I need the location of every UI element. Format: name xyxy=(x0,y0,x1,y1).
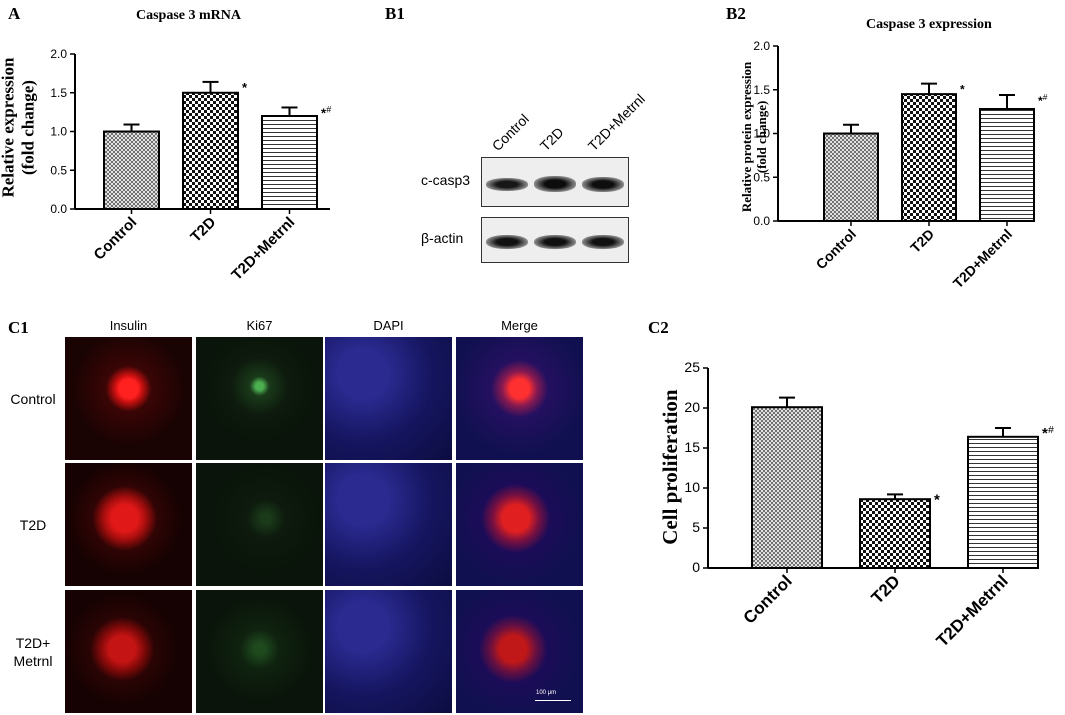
y-tick-label: 2.0 xyxy=(753,39,770,53)
blot-band xyxy=(582,176,624,192)
significance-mark: * xyxy=(960,83,965,97)
y-tick-label: 15 xyxy=(684,439,700,455)
micrograph-dapi xyxy=(325,590,452,713)
y-tick-label: 0 xyxy=(692,559,700,575)
blot-band xyxy=(534,234,576,250)
bar-t2d-metrnl xyxy=(979,108,1035,222)
bar-t2d xyxy=(901,93,957,222)
panel-label-c2: C2 xyxy=(648,318,669,337)
y-tick-label: 5 xyxy=(692,519,700,535)
micrograph-ki67 xyxy=(196,463,323,586)
blot-band xyxy=(486,234,528,250)
bar-control xyxy=(751,406,823,570)
chart-a-title: Caspase 3 mRNA xyxy=(136,8,241,23)
blot-row-label: β-actin xyxy=(421,230,464,246)
panel-label-b2: B2 xyxy=(726,4,746,23)
y-tick-label: 1.5 xyxy=(753,83,770,97)
panel-label-a: A xyxy=(8,4,21,23)
micrograph-dapi xyxy=(325,337,452,460)
y-tick-label: 0.5 xyxy=(753,170,770,184)
microscopy-row-label: T2D+ Metrnl xyxy=(4,634,62,672)
chart-c2: 0 5 10 15 20 25 Control * T2D *# T2D+Metrnl xyxy=(684,359,1053,651)
micrograph-dapi xyxy=(325,463,452,586)
x-category-label: T2D+Metrnl xyxy=(950,226,1015,291)
bar-t2d xyxy=(859,498,931,569)
y-tick-label: 20 xyxy=(684,399,700,415)
scale-bar xyxy=(535,700,571,701)
microscopy-column-label: Merge xyxy=(501,318,538,333)
blot-lane-label: Control xyxy=(488,110,532,154)
blot-row-label: c-casp3 xyxy=(421,172,471,188)
y-tick-label: 1.0 xyxy=(753,127,770,141)
microscopy-row-label-line: T2D xyxy=(19,516,47,533)
x-category-label: T2D xyxy=(187,214,219,246)
x-category-label: Control xyxy=(740,571,796,627)
y-tick-label: 1.0 xyxy=(50,125,67,139)
micrograph-insulin xyxy=(65,463,192,586)
microscopy-column-label: Ki67 xyxy=(246,318,273,333)
bar-control xyxy=(103,130,160,210)
y-tick-label: 0.5 xyxy=(50,163,67,177)
micrograph-insulin xyxy=(65,590,192,713)
ylabel-line-0: Cell proliferation xyxy=(657,389,682,545)
ylabel-line-0: Relative expression xyxy=(0,57,18,198)
x-category-label: T2D xyxy=(907,226,937,256)
blot-lane-label: T2D+Metrnl xyxy=(584,90,648,154)
microscopy-row-label-line: Control xyxy=(10,390,56,407)
bar-t2d-metrnl xyxy=(261,115,318,210)
significance-mark: * xyxy=(242,80,248,95)
chart-c2-ylabel: Cell proliferation xyxy=(658,387,682,547)
panel-label-b1: B1 xyxy=(385,4,405,23)
scale-bar-label: 100 μm xyxy=(536,690,557,696)
bar-t2d xyxy=(182,91,239,210)
blot-band xyxy=(486,177,528,191)
x-category-label: Control xyxy=(91,214,141,264)
microscopy-row-label: T2D xyxy=(4,516,62,535)
chart-a: 0.0 0.5 1.0 1.5 2.0 Control * T2D *# T2D+Metrnl xyxy=(50,47,332,284)
y-tick-label: 25 xyxy=(684,359,700,375)
microscopy-column-label: Insulin xyxy=(109,318,148,333)
significance-mark: *# xyxy=(321,104,332,120)
x-category-label: T2D+Metrnl xyxy=(228,214,298,284)
significance-mark: *# xyxy=(1038,92,1048,108)
y-tick-label: 2.0 xyxy=(50,47,67,61)
x-category-label: T2D+Metrnl xyxy=(933,571,1012,650)
blot-band xyxy=(582,234,624,250)
chart-b2-title: Caspase 3 expression xyxy=(866,17,992,32)
y-tick-label: 1.5 xyxy=(50,86,67,100)
x-category-label: T2D xyxy=(868,571,904,607)
y-tick-label: 0.0 xyxy=(753,214,770,228)
microscopy-row-label: Control xyxy=(4,390,62,409)
bar-control xyxy=(823,132,879,222)
significance-mark: * xyxy=(934,491,940,508)
blot-band xyxy=(534,176,576,192)
micrograph-merge xyxy=(456,590,583,713)
microscopy-column-label: DAPI xyxy=(373,318,404,333)
y-tick-label: 0.0 xyxy=(50,202,67,216)
micrograph-merge xyxy=(456,337,583,460)
micrograph-insulin xyxy=(65,337,192,460)
bar-t2d-metrnl xyxy=(967,435,1039,569)
microscopy-row-label-line: Metrnl xyxy=(13,653,53,670)
micrograph-ki67 xyxy=(196,590,323,713)
chart-b2: 0.0 0.5 1.0 1.5 2.0 Control * T2D *# T2D+Metrnl xyxy=(753,39,1048,291)
significance-mark: *# xyxy=(1042,424,1054,442)
micrograph-ki67 xyxy=(196,337,323,460)
microscopy-row-label-line: T2D+ xyxy=(15,634,51,651)
panel-label-c1: C1 xyxy=(8,318,29,337)
micrograph-merge xyxy=(456,463,583,586)
y-tick-label: 10 xyxy=(684,479,700,495)
x-category-label: Control xyxy=(813,226,860,273)
blot-lane-label: T2D xyxy=(536,123,567,154)
